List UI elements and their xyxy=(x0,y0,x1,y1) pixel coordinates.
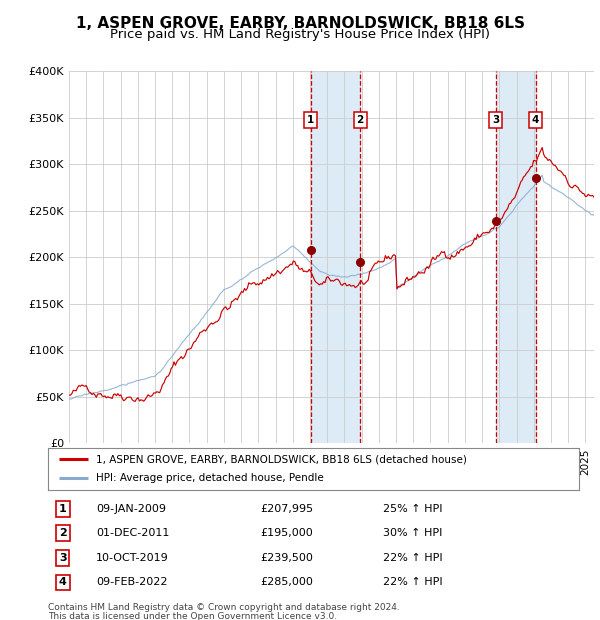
Bar xyxy=(496,71,536,443)
Text: 01-DEC-2011: 01-DEC-2011 xyxy=(96,528,169,538)
Text: 09-JAN-2009: 09-JAN-2009 xyxy=(96,503,166,514)
Text: Price paid vs. HM Land Registry's House Price Index (HPI): Price paid vs. HM Land Registry's House … xyxy=(110,28,490,41)
Text: 1, ASPEN GROVE, EARBY, BARNOLDSWICK, BB18 6LS (detached house): 1, ASPEN GROVE, EARBY, BARNOLDSWICK, BB1… xyxy=(96,454,467,464)
Text: 25% ↑ HPI: 25% ↑ HPI xyxy=(383,503,442,514)
Text: 30% ↑ HPI: 30% ↑ HPI xyxy=(383,528,442,538)
Text: 1: 1 xyxy=(307,115,314,125)
Text: 1, ASPEN GROVE, EARBY, BARNOLDSWICK, BB18 6LS: 1, ASPEN GROVE, EARBY, BARNOLDSWICK, BB1… xyxy=(76,16,524,30)
Text: £195,000: £195,000 xyxy=(260,528,313,538)
Text: 2: 2 xyxy=(356,115,364,125)
Text: £207,995: £207,995 xyxy=(260,503,314,514)
Text: 3: 3 xyxy=(492,115,499,125)
Text: 22% ↑ HPI: 22% ↑ HPI xyxy=(383,553,442,563)
Text: 09-FEB-2022: 09-FEB-2022 xyxy=(96,577,167,587)
Text: 1: 1 xyxy=(59,503,67,514)
Text: HPI: Average price, detached house, Pendle: HPI: Average price, detached house, Pend… xyxy=(96,474,323,484)
Text: Contains HM Land Registry data © Crown copyright and database right 2024.: Contains HM Land Registry data © Crown c… xyxy=(48,603,400,612)
Bar xyxy=(311,71,360,443)
Text: 4: 4 xyxy=(532,115,539,125)
Text: 2: 2 xyxy=(59,528,67,538)
Text: 4: 4 xyxy=(59,577,67,587)
Text: £285,000: £285,000 xyxy=(260,577,313,587)
Text: £239,500: £239,500 xyxy=(260,553,313,563)
Text: 22% ↑ HPI: 22% ↑ HPI xyxy=(383,577,442,587)
Text: 10-OCT-2019: 10-OCT-2019 xyxy=(96,553,169,563)
Text: 3: 3 xyxy=(59,553,67,563)
Text: This data is licensed under the Open Government Licence v3.0.: This data is licensed under the Open Gov… xyxy=(48,612,337,620)
